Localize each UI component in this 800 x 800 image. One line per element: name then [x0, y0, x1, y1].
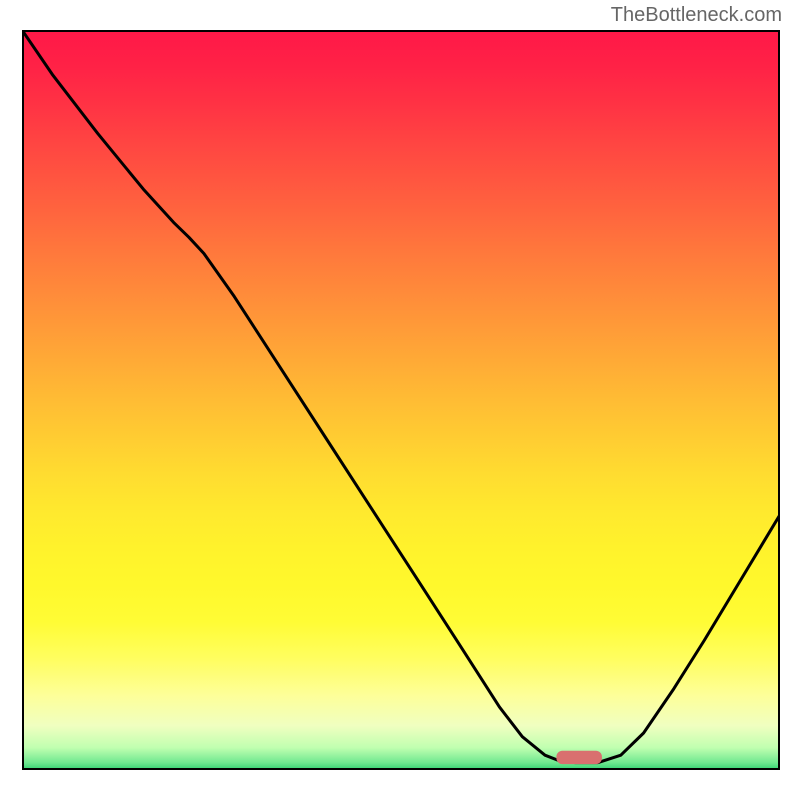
bottleneck-curve: [22, 30, 780, 763]
bottleneck-chart: [22, 30, 780, 770]
watermark: TheBottleneck.com: [611, 4, 782, 27]
optimal-marker: [556, 751, 602, 764]
curve-layer: [22, 30, 780, 770]
